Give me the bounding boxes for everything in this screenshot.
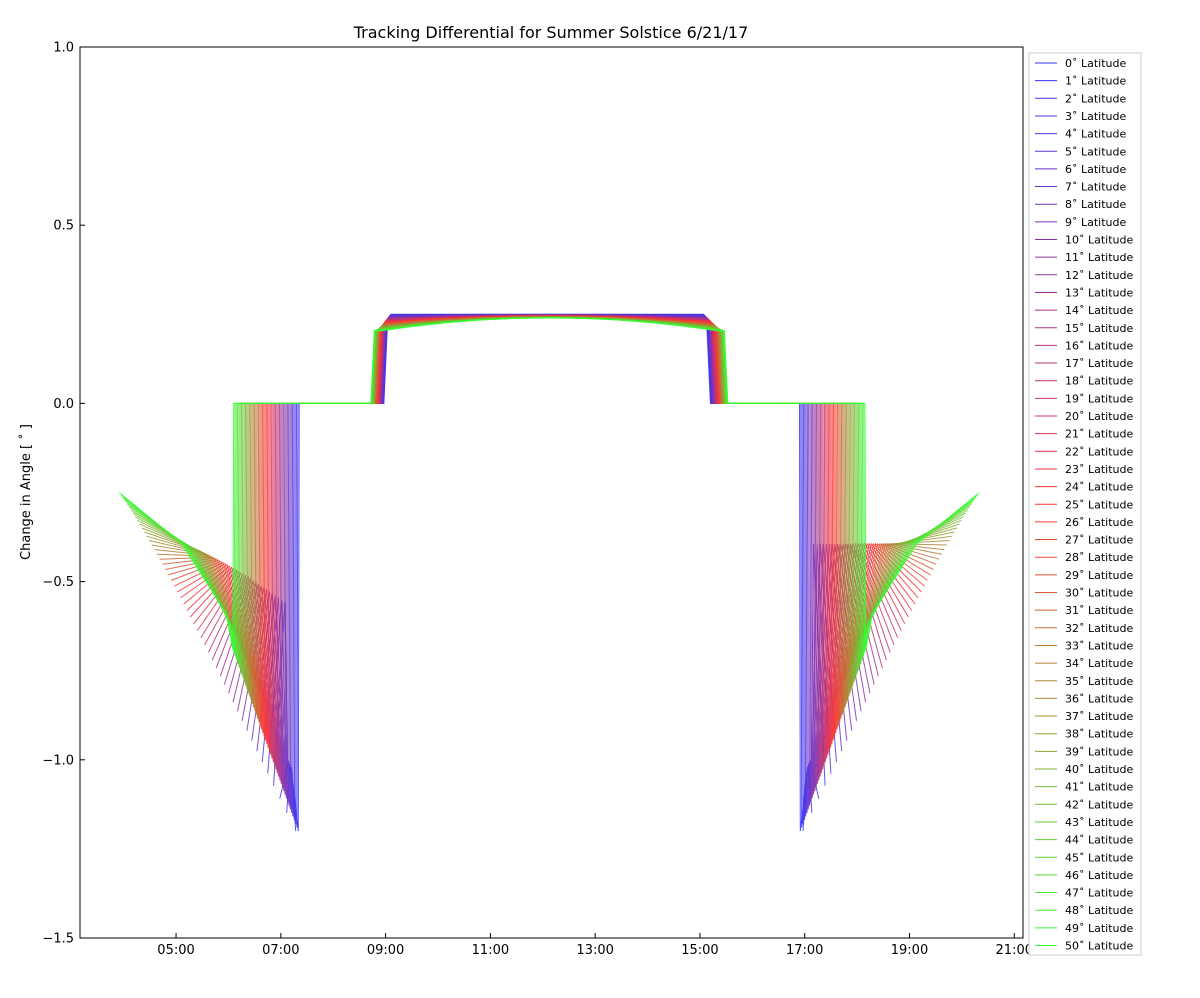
legend-label-25: 25˚ Latitude (1065, 498, 1133, 511)
legend-label-40: 40˚ Latitude (1065, 763, 1133, 776)
legend-label-46: 46˚ Latitude (1065, 869, 1133, 882)
series-line-4 (267, 314, 832, 817)
series-line-5 (261, 314, 837, 813)
legend-label-29: 29˚ Latitude (1065, 569, 1133, 582)
plot-frame (79, 46, 1024, 939)
legend-label-15: 15˚ Latitude (1065, 322, 1133, 335)
series-line-13 (223, 314, 875, 784)
series-line-11 (232, 314, 867, 792)
legend-label-17: 17˚ Latitude (1065, 357, 1133, 370)
y-tick-label: 0.5 (53, 219, 74, 234)
legend-label-1: 1˚ Latitude (1065, 75, 1127, 88)
x-tick-label: 15:00 (681, 943, 718, 958)
series-line-6 (256, 314, 843, 810)
legend-label-32: 32˚ Latitude (1065, 622, 1133, 635)
series-line-3 (273, 314, 826, 821)
legend-label-9: 9˚ Latitude (1065, 216, 1127, 229)
series-line-12 (228, 314, 871, 788)
x-tick-label: 13:00 (576, 943, 613, 958)
legend-label-5: 5˚ Latitude (1065, 145, 1127, 158)
legend-label-30: 30˚ Latitude (1065, 587, 1133, 600)
series-line-20 (196, 315, 902, 759)
legend-label-34: 34˚ Latitude (1065, 657, 1133, 670)
y-tick-label: 0.0 (53, 397, 74, 412)
series-line-2 (279, 313, 820, 824)
legend-label-37: 37˚ Latitude (1065, 710, 1133, 723)
legend-label-48: 48˚ Latitude (1065, 904, 1133, 917)
legend-label-16: 16˚ Latitude (1065, 339, 1133, 352)
legend-label-7: 7˚ Latitude (1065, 181, 1127, 194)
legend-label-45: 45˚ Latitude (1065, 851, 1133, 864)
legend-label-27: 27˚ Latitude (1065, 534, 1133, 547)
legend: 0˚ Latitude 1˚ Latitude 2˚ Latitude 3˚ Lati… (1028, 52, 1142, 956)
x-tick-label: 21:00 (996, 943, 1033, 958)
x-tick-label: 17:00 (786, 943, 823, 958)
legend-label-49: 49˚ Latitude (1065, 922, 1133, 935)
series-line-1 (286, 313, 813, 828)
series-line-7 (251, 314, 848, 806)
y-tick-label: −1.0 (42, 753, 74, 768)
legend-label-6: 6˚ Latitude (1065, 163, 1127, 176)
series-line-17 (207, 314, 891, 770)
series-line-14 (219, 314, 879, 781)
series-line-0 (290, 313, 808, 832)
legend-label-23: 23˚ Latitude (1065, 463, 1133, 476)
legend-label-43: 43˚ Latitude (1065, 816, 1133, 829)
legend-label-33: 33˚ Latitude (1065, 639, 1133, 652)
legend-label-47: 47˚ Latitude (1065, 887, 1133, 900)
y-tick-label: −1.5 (42, 932, 74, 947)
legend-label-35: 35˚ Latitude (1065, 675, 1133, 688)
series-line-9 (241, 314, 857, 799)
y-tick-label: 1.0 (53, 41, 74, 56)
legend-label-18: 18˚ Latitude (1065, 375, 1133, 388)
legend-label-4: 4˚ Latitude (1065, 128, 1127, 141)
legend-label-3: 3˚ Latitude (1065, 110, 1127, 123)
y-tick-label: −0.5 (42, 575, 74, 590)
legend-label-42: 42˚ Latitude (1065, 798, 1133, 811)
legend-label-8: 8˚ Latitude (1065, 198, 1127, 211)
x-tick-label: 19:00 (891, 943, 928, 958)
series-line-50 (118, 317, 980, 650)
legend-label-22: 22˚ Latitude (1065, 445, 1133, 458)
x-tick-label: 05:00 (157, 943, 194, 958)
series-line-16 (211, 314, 887, 773)
legend-label-28: 28˚ Latitude (1065, 551, 1133, 564)
legend-label-19: 19˚ Latitude (1065, 392, 1133, 405)
x-tick-label: 07:00 (262, 943, 299, 958)
legend-label-12: 12˚ Latitude (1065, 269, 1133, 282)
series-line-18 (204, 315, 895, 766)
series-line-8 (246, 314, 853, 803)
legend-label-0: 0˚ Latitude (1065, 57, 1127, 70)
legend-label-39: 39˚ Latitude (1065, 745, 1133, 758)
legend-label-20: 20˚ Latitude (1065, 410, 1133, 423)
y-axis-label: Change in Angle [ ˚ ] (18, 424, 34, 560)
series-line-21 (193, 315, 906, 755)
legend-label-24: 24˚ Latitude (1065, 481, 1133, 494)
series-line-15 (215, 314, 883, 777)
legend-label-44: 44˚ Latitude (1065, 834, 1133, 847)
legend-label-10: 10˚ Latitude (1065, 234, 1133, 247)
legend-label-41: 41˚ Latitude (1065, 781, 1133, 794)
series-line-19 (200, 315, 899, 763)
series-group (118, 313, 980, 832)
x-tick-label: 09:00 (367, 943, 404, 958)
series-line-10 (237, 314, 862, 795)
legend-label-36: 36˚ Latitude (1065, 692, 1133, 705)
legend-label-26: 26˚ Latitude (1065, 516, 1133, 529)
ticks-group: 05:00 07:00 09:00 11:00 13:00 15:00 17:00 19:00… (42, 41, 1033, 959)
x-tick-label: 11:00 (472, 943, 509, 958)
legend-label-13: 13˚ Latitude (1065, 286, 1133, 299)
legend-label-50: 50˚ Latitude (1065, 940, 1133, 953)
legend-label-11: 11˚ Latitude (1065, 251, 1133, 264)
chart-title: Tracking Differential for Summer Solstic… (353, 23, 749, 42)
legend-label-31: 31˚ Latitude (1065, 604, 1133, 617)
legend-label-21: 21˚ Latitude (1065, 428, 1133, 441)
legend-label-2: 2˚ Latitude (1065, 92, 1127, 105)
legend-label-14: 14˚ Latitude (1065, 304, 1133, 317)
legend-label-38: 38˚ Latitude (1065, 728, 1133, 741)
